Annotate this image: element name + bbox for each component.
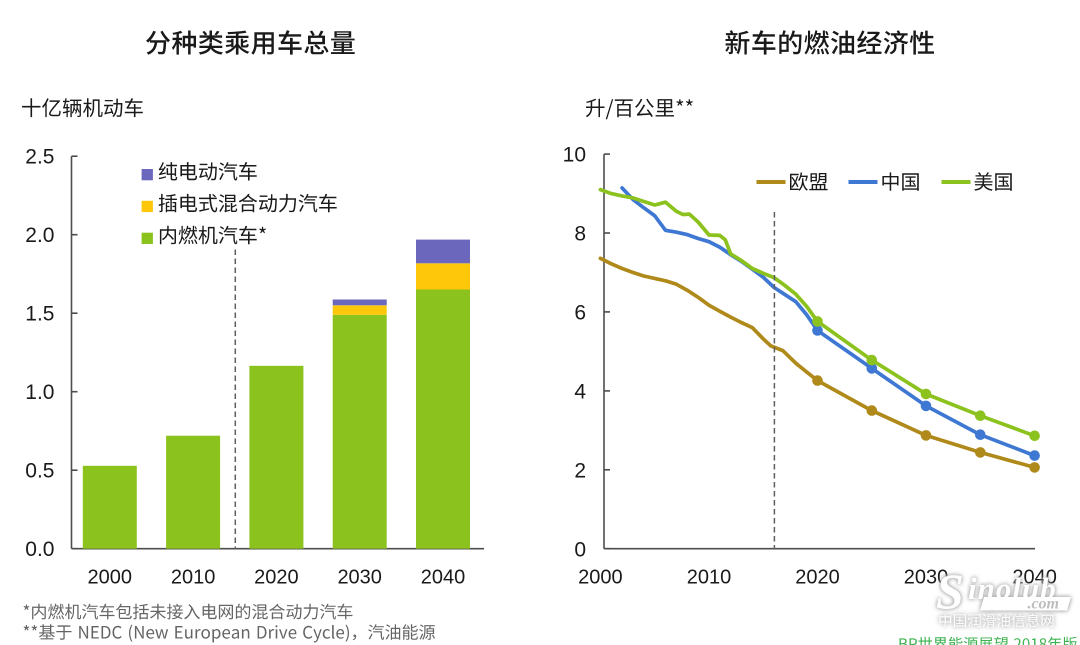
- svg-text:2030: 2030: [904, 567, 949, 589]
- svg-text:S: S: [936, 563, 964, 619]
- svg-text:2020: 2020: [254, 567, 299, 589]
- svg-text:6: 6: [574, 302, 586, 325]
- svg-text:2.0: 2.0: [25, 224, 54, 247]
- svg-text:S: S: [936, 563, 964, 619]
- svg-text:2030: 2030: [337, 567, 382, 589]
- svg-text:2010: 2010: [171, 567, 216, 589]
- svg-text:S: S: [936, 563, 964, 619]
- svg-text:2040: 2040: [421, 567, 466, 589]
- svg-text:0: 0: [574, 538, 586, 561]
- svg-text:10: 10: [563, 144, 586, 167]
- svg-text:2020: 2020: [795, 567, 840, 589]
- svg-text:2040: 2040: [1012, 567, 1057, 589]
- svg-text:1.5: 1.5: [25, 302, 54, 325]
- svg-text:.com: .com: [1027, 596, 1059, 613]
- svg-text:2: 2: [574, 459, 586, 482]
- svg-text:0.0: 0.0: [25, 538, 54, 561]
- svg-text:2010: 2010: [687, 567, 732, 589]
- svg-text:2000: 2000: [578, 567, 623, 589]
- svg-text:2.5: 2.5: [25, 145, 54, 168]
- svg-text:2000: 2000: [88, 567, 133, 589]
- svg-text:0.5: 0.5: [25, 459, 54, 482]
- svg-text:1.0: 1.0: [25, 381, 54, 404]
- svg-text:4: 4: [574, 381, 586, 404]
- svg-text:8: 8: [574, 223, 586, 246]
